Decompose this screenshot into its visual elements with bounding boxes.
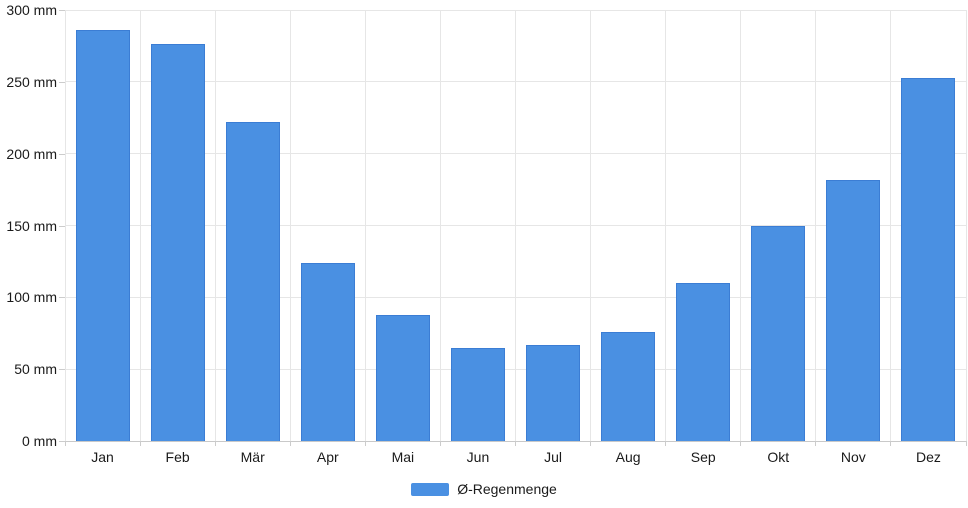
v-gridline (815, 10, 817, 441)
v-gridline (289, 10, 291, 441)
v-gridline (439, 10, 441, 441)
x-axis-tick (665, 441, 667, 446)
x-axis-tick (139, 441, 141, 446)
y-axis-tick (59, 225, 65, 227)
legend-swatch-icon (411, 482, 450, 496)
x-axis-tick (64, 441, 66, 446)
y-axis-tick (59, 81, 65, 83)
x-axis-label-jun: Jun (466, 449, 490, 465)
y-axis-tick (59, 441, 65, 442)
bar-nov[interactable] (826, 179, 881, 441)
v-gridline (364, 10, 366, 441)
x-axis-label-jul: Jul (544, 449, 562, 465)
x-axis-tick (590, 441, 592, 446)
y-axis-label-0: 0 mm (22, 433, 57, 449)
x-axis-label-mär: Mär (240, 449, 265, 465)
y-axis-label-300: 300 mm (6, 2, 57, 18)
x-axis-tick (890, 441, 892, 446)
x-axis-label-mai: Mai (391, 449, 415, 465)
x-axis-tick (214, 441, 216, 446)
x-axis-tick (364, 441, 366, 446)
y-axis-label-50: 50 mm (14, 361, 57, 378)
bar-jan[interactable] (75, 30, 130, 441)
bar-jun[interactable] (450, 347, 505, 441)
x-axis-tick (439, 441, 441, 446)
x-axis-label-okt: Okt (767, 449, 790, 465)
x-axis-label-sep: Sep (690, 449, 716, 465)
x-axis-tick (515, 441, 516, 446)
legend-label: Ø-Regenmenge (457, 481, 557, 497)
y-axis-tick (59, 297, 65, 299)
chart-legend: Ø-Regenmenge (0, 480, 968, 498)
x-axis-tick (289, 441, 291, 446)
bar-jul[interactable] (526, 344, 581, 441)
v-gridline (214, 10, 216, 441)
legend-item-regenmenge[interactable]: Ø-Regenmenge (411, 480, 557, 498)
plot-area (64, 9, 967, 442)
v-gridline (890, 10, 892, 441)
bar-apr[interactable] (300, 262, 355, 441)
v-gridline (64, 10, 66, 441)
v-gridline (965, 10, 967, 441)
bar-aug[interactable] (601, 331, 656, 441)
y-axis-tick (59, 153, 65, 155)
x-axis-label-feb: Feb (165, 449, 190, 465)
y-axis-label-250: 250 mm (6, 73, 57, 90)
bar-okt[interactable] (751, 225, 806, 441)
x-axis-tick (740, 441, 742, 446)
x-axis-label-apr: Apr (316, 449, 339, 465)
y-axis-label-150: 150 mm (6, 217, 57, 234)
y-axis-label-100: 100 mm (6, 289, 57, 306)
v-gridline (515, 10, 516, 441)
x-axis-label-nov: Nov (840, 449, 866, 465)
x-axis-label-aug: Aug (615, 449, 641, 465)
y-axis-tick (59, 369, 65, 371)
v-gridline (740, 10, 742, 441)
v-gridline (590, 10, 592, 441)
bar-dez[interactable] (901, 77, 956, 441)
bar-feb[interactable] (150, 44, 205, 441)
y-axis-tick (59, 10, 65, 11)
bar-mär[interactable] (225, 122, 280, 441)
bar-sep[interactable] (676, 282, 731, 441)
x-axis-label-dez: Dez (915, 449, 941, 465)
x-axis-tick (815, 441, 817, 446)
v-gridline (139, 10, 141, 441)
x-axis-tick (965, 441, 967, 446)
v-gridline (665, 10, 667, 441)
x-axis-label-jan: Jan (91, 449, 114, 465)
y-axis-label-200: 200 mm (6, 145, 57, 162)
bar-mai[interactable] (375, 314, 430, 441)
